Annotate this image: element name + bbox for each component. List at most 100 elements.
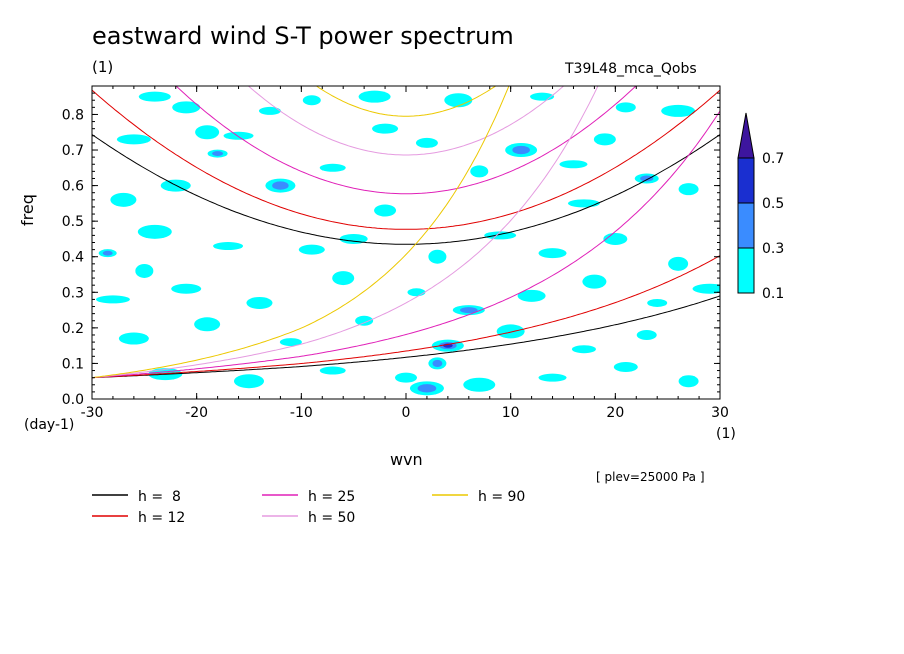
contour-level-1 [95,295,130,304]
contour-blob [95,295,130,304]
contour-blob [195,125,220,140]
contour-level-2 [512,145,530,155]
colorbar-swatch [737,202,755,249]
contour-level-1 [463,377,496,392]
contour-level-1 [171,283,202,294]
contour-blob [431,339,464,352]
contour-blob [668,256,689,271]
x-axis-unit: (1) [716,426,736,442]
contour-blob [138,91,171,102]
contour-level-1 [538,248,567,259]
contour-level-1 [358,90,391,103]
x-axis-label: wvn [390,450,423,469]
contour-blob [116,134,151,145]
contour-level-1 [246,296,273,309]
contour-level-2 [272,181,289,190]
contour-level-1 [496,324,525,339]
contour-level-1 [407,288,426,297]
contour-blob [613,361,638,372]
contour-blob [538,248,567,259]
y-tick-label: 0.6 [62,179,84,195]
contour-blob [571,345,596,354]
contour-level-1 [470,165,489,178]
colorbar-label: 0.3 [762,241,784,257]
contour-blob [258,106,281,115]
contour-level-1 [613,361,638,372]
contour-level-2 [432,359,443,368]
contour-blob [194,317,221,332]
y-tick-label: 0.0 [62,392,84,408]
contour-blob [372,123,399,134]
contour-level-1 [678,183,699,196]
contour-level-1 [302,95,321,106]
contour-blob [409,381,444,396]
series-line-wig [315,86,497,117]
x-tick-label: -20 [185,405,208,421]
contour-level-1 [571,345,596,354]
y-tick-label: 0.4 [62,250,84,266]
contour-blob [265,178,296,193]
series-line-wig [247,86,565,156]
contour-blob [279,338,302,347]
series-line-wig [92,89,720,230]
axis-ticks: -30 -20 -10 0 10 20 30 0.0 0.1 0.2 0.3 0.4 0.5 0.6 0.7… [62,86,729,421]
chart-title: eastward wind S-T power spectrum [92,22,514,50]
contour-level-1 [647,298,668,307]
colorbar-label: 0.7 [762,151,784,167]
contour-level-1 [135,263,154,278]
contour-blob [647,298,668,307]
contour-blob [428,357,447,370]
contour-blob [207,149,228,158]
pressure-level-annotation: [ plev=25000 Pa ] [596,470,705,484]
contour-level-1 [428,249,447,264]
series-line-kelvin [92,86,510,379]
contour-blob [302,95,321,106]
contour-level-1 [593,133,616,146]
contour-level-2 [102,250,113,256]
x-tick-label: 20 [606,405,624,421]
contour-level-1 [213,242,244,251]
contour-level-1 [279,338,302,347]
contour-level-1 [298,244,325,255]
contour-level-1 [395,372,417,383]
contour-blob [339,233,368,244]
contour-level-1 [661,104,696,117]
contour-blob [319,366,346,375]
contour-level-1 [484,231,517,240]
contour-fill-layer [95,90,720,396]
contour-blob [118,332,149,345]
legend-item: h = 12 [92,510,185,526]
contour-blob [332,271,355,286]
contour-level-1 [234,374,264,389]
contour-level-1 [678,375,699,388]
contour-level-2 [417,384,437,393]
series-line-wig [175,86,637,195]
contour-blob [567,199,600,208]
contour-blob [110,192,137,207]
contour-blob [538,373,567,382]
contour-level-1 [223,131,254,140]
plot-frame [91,85,721,400]
series-line-kelvin [92,110,720,379]
contour-blob [678,375,699,388]
x-tick-label: 10 [502,405,520,421]
contour-level-1 [118,332,149,345]
colorbar-extend-triangle [737,112,755,159]
contour-blob [415,137,438,148]
y-tick-label: 0.3 [62,285,84,301]
contour-blob [559,160,588,169]
legend-item: h = 50 [262,510,355,526]
y-tick-label: 0.8 [62,107,84,123]
legend-label: h = 12 [138,510,185,526]
contour-blob [593,133,616,146]
colorbar-label: 0.5 [762,196,784,212]
y-tick-label: 0.5 [62,214,84,230]
x-tick-label: 30 [711,405,729,421]
contour-blob [678,183,699,196]
contour-blob [98,249,117,258]
contour-blob [374,204,397,217]
legend-label: h = 50 [308,510,355,526]
contour-level-1 [374,204,397,217]
x-tick-label: 0 [402,405,411,421]
colorbar: 0.1 0.3 0.5 0.7 [737,112,784,302]
